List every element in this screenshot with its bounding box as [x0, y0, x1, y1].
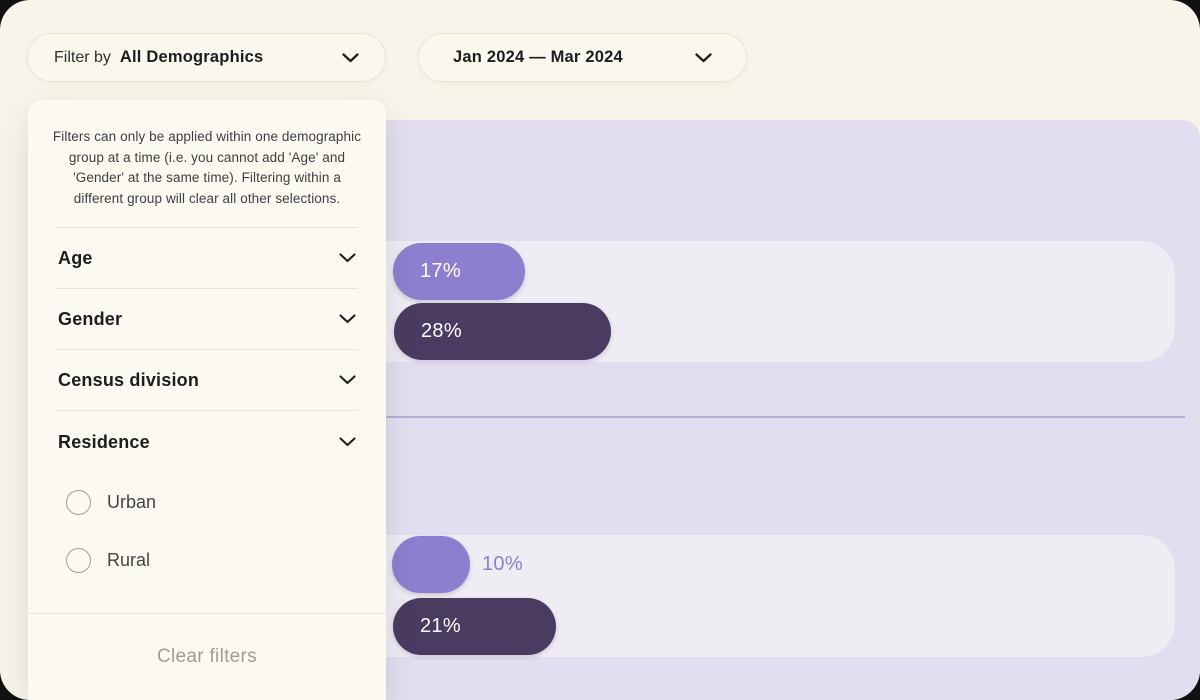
filter-group-age[interactable]: Age — [56, 228, 358, 289]
chart-group-divider — [385, 416, 1185, 418]
radio-button-icon[interactable] — [66, 547, 91, 573]
filter-group-gender[interactable]: Gender — [56, 289, 358, 350]
chevron-down-icon — [339, 314, 356, 324]
filter-group-label: Census division — [58, 369, 200, 390]
date-range-value: Jan 2024 — Mar 2024 — [453, 48, 623, 66]
bar-row: 10% — [392, 536, 523, 593]
filter-group-census-division[interactable]: Census division — [56, 350, 358, 411]
bar-value-label: 17% — [420, 260, 461, 282]
filter-by-value: All Demographics — [119, 48, 264, 66]
filter-group-label: Gender — [58, 308, 123, 329]
chevron-down-icon — [342, 52, 359, 62]
filter-group-label: Age — [58, 247, 93, 268]
filter-panel-note: Filters can only be applied within one d… — [52, 129, 362, 206]
bar-value-label: 10% — [482, 553, 523, 575]
filter-by-label: Filter by — [54, 49, 111, 66]
radio-option-label: Urban — [107, 491, 157, 512]
radio-option-label: Rural — [107, 549, 151, 570]
bar-21-percent: 21% — [393, 598, 556, 655]
filter-group-list: Age Gender Census division Residence — [56, 227, 358, 473]
chevron-down-icon — [339, 437, 356, 447]
radio-button-icon[interactable] — [66, 489, 91, 515]
bar-value-label: 21% — [420, 615, 461, 637]
bar-row: 17% — [393, 243, 525, 300]
filter-group-residence[interactable]: Residence — [56, 411, 358, 473]
bar-value-label: 28% — [421, 320, 462, 342]
filter-panel: Filters can only be applied within one d… — [28, 100, 386, 700]
bar-28-percent: 28% — [394, 303, 611, 360]
bar-17-percent: 17% — [393, 243, 525, 300]
clear-filters-button[interactable]: Clear filters — [157, 646, 257, 667]
chevron-down-icon — [339, 375, 356, 385]
date-range-dropdown[interactable]: Jan 2024 — Mar 2024 — [418, 33, 747, 82]
bar-10-percent — [392, 536, 470, 593]
radio-option-rural[interactable]: Rural — [28, 531, 386, 589]
radio-option-urban[interactable]: Urban — [28, 473, 386, 531]
filter-by-dropdown[interactable]: Filter by All Demographics — [27, 33, 386, 82]
bar-row: 21% — [393, 598, 556, 655]
chevron-down-icon — [695, 52, 712, 62]
chevron-down-icon — [339, 253, 356, 263]
bar-row: 28% — [394, 303, 611, 360]
filter-group-label: Residence — [58, 431, 150, 452]
filter-panel-footer: Clear filters — [28, 613, 386, 700]
